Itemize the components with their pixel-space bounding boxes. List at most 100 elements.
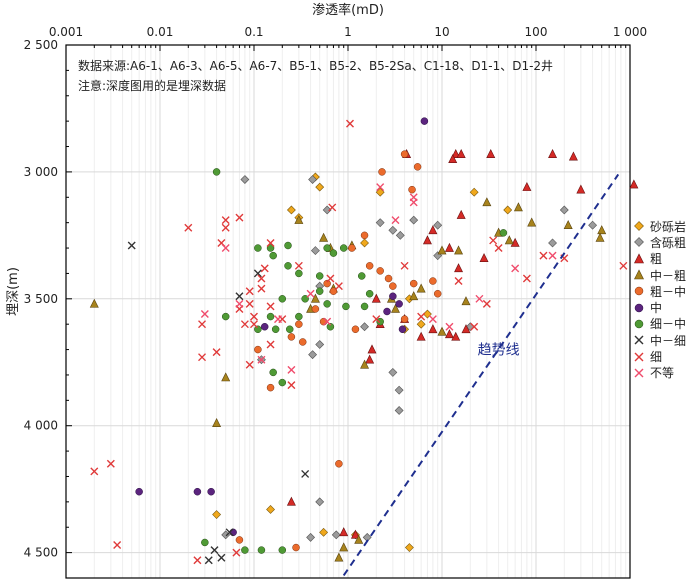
data-point <box>221 223 230 232</box>
data-source-note: 数据来源:A6-1、A6-3、A6-5、A6-7、B5-1、B5-2、B5-2S… <box>78 59 554 73</box>
legend-label: 含砾粗 <box>650 235 687 250</box>
data-point <box>389 282 397 290</box>
data-point <box>257 274 266 283</box>
data-point <box>482 197 492 207</box>
data-point <box>504 235 514 245</box>
data-point <box>198 320 207 329</box>
data-point <box>365 262 374 270</box>
legend-label: 中－粗 <box>650 268 687 283</box>
data-point <box>235 213 244 222</box>
depth-note: 注意:深度图用的是埋深数据 <box>78 79 227 93</box>
data-point <box>235 299 244 308</box>
data-point <box>360 231 369 240</box>
data-point <box>240 320 249 329</box>
data-point <box>563 220 573 230</box>
legend-label: 中 <box>650 301 663 316</box>
data-point <box>319 317 328 326</box>
data-point <box>409 291 419 301</box>
data-point <box>254 244 262 252</box>
data-point <box>113 541 122 549</box>
series-7 <box>127 241 310 565</box>
data-point <box>319 527 329 537</box>
legend-item: 粗－中 <box>632 283 686 299</box>
data-point <box>284 262 292 270</box>
legend-marker <box>634 253 644 264</box>
data-point <box>367 344 377 354</box>
data-point <box>345 119 354 128</box>
x-tick-label: 0.1 <box>244 25 263 39</box>
data-point <box>629 179 639 189</box>
data-point <box>470 322 479 331</box>
data-point <box>310 246 320 256</box>
legend-label: 细 <box>650 350 663 365</box>
series-5 <box>135 117 429 537</box>
data-point <box>360 322 369 332</box>
data-point <box>298 338 307 346</box>
data-point <box>619 261 628 270</box>
data-point <box>365 289 374 298</box>
data-point <box>217 553 226 562</box>
x-tick-label: 1 <box>344 25 352 39</box>
data-point <box>461 296 471 306</box>
data-point <box>278 378 287 387</box>
data-point <box>456 209 466 219</box>
data-point <box>409 215 419 225</box>
data-point <box>286 205 296 215</box>
data-point <box>204 556 213 565</box>
data-point <box>456 148 466 158</box>
data-point <box>371 293 381 303</box>
data-point <box>301 295 309 303</box>
data-point <box>323 317 332 326</box>
data-point <box>326 322 335 331</box>
axes <box>65 44 631 579</box>
data-point <box>253 269 262 278</box>
data-point <box>286 496 296 506</box>
data-point <box>482 299 491 308</box>
data-point <box>437 245 447 255</box>
data-point <box>311 305 320 313</box>
data-point <box>416 283 426 293</box>
data-point <box>315 497 325 507</box>
data-point <box>390 303 400 313</box>
data-point <box>428 225 438 235</box>
data-point <box>266 340 275 349</box>
data-point <box>383 307 391 316</box>
data-point <box>235 536 244 544</box>
y-tick-label: 3 500 <box>24 292 58 306</box>
data-point <box>315 182 325 192</box>
data-point <box>489 236 498 245</box>
data-point <box>269 368 277 377</box>
data-point <box>404 543 414 552</box>
data-point <box>295 269 303 278</box>
data-point <box>416 331 426 341</box>
data-point <box>428 315 437 324</box>
data-point <box>510 237 520 247</box>
data-point <box>334 552 344 562</box>
data-point <box>461 324 471 334</box>
data-point <box>319 232 329 242</box>
data-point <box>221 216 230 225</box>
data-point <box>250 320 258 329</box>
legend-item: 中－细 <box>632 332 686 348</box>
data-point <box>266 244 275 252</box>
tick-labels: 0.001 0.01 0.1 1 10 100 1 000 2 500 3 000 3 500 4 … <box>6 2 647 560</box>
data-point <box>351 325 360 334</box>
legend-item: 砂砾岩 <box>632 218 686 234</box>
data-points <box>89 117 639 565</box>
data-point <box>360 302 369 311</box>
data-point <box>90 467 99 476</box>
data-point <box>212 348 221 357</box>
data-point <box>539 251 548 260</box>
data-point <box>127 241 136 250</box>
data-point <box>451 331 461 341</box>
x-tick-label: 0.001 <box>49 25 83 39</box>
data-point <box>310 293 320 303</box>
data-point <box>323 244 331 252</box>
data-point <box>328 203 337 212</box>
data-point <box>245 299 254 308</box>
data-point <box>257 546 266 554</box>
data-point <box>306 289 315 298</box>
data-point <box>469 187 479 197</box>
data-point <box>394 385 404 395</box>
data-point <box>308 350 318 360</box>
